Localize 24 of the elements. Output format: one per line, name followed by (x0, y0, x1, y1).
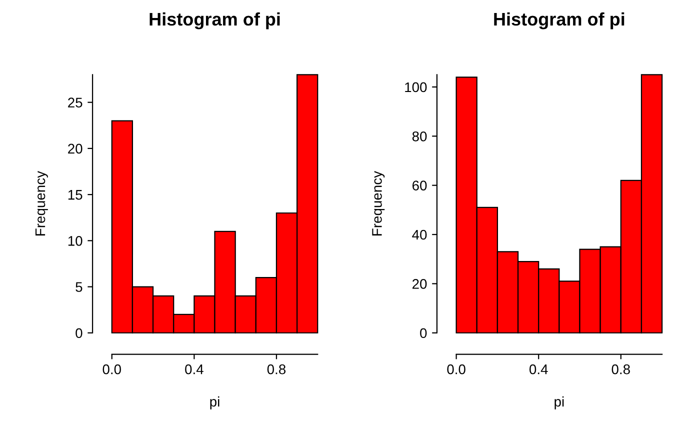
x-axis-title: pi (210, 396, 220, 410)
y-tick-label: 40 (412, 230, 427, 240)
y-tick-label: 25 (68, 98, 82, 108)
y-axis-title: Frequency (35, 170, 48, 236)
y-tick-label: 15 (68, 190, 82, 200)
x-tick-label: 0.8 (612, 364, 630, 374)
y-tick-label: 100 (405, 82, 427, 92)
x-tick-label: 0.0 (447, 364, 466, 374)
x-tick-label: 0.4 (185, 364, 204, 374)
y-tick-label: 20 (412, 279, 427, 289)
y-tick-label: 5 (76, 282, 82, 292)
x-axis-title: pi (554, 396, 564, 410)
y-tick-label: 0 (76, 328, 82, 338)
x-tick-label: 0.4 (529, 364, 548, 374)
y-axis-title: Frequency (372, 170, 385, 236)
x-tick-label: 0.8 (267, 364, 286, 374)
y-tick-label: 60 (412, 180, 427, 190)
y-tick-label: 80 (412, 131, 427, 142)
y-tick-label: 0 (420, 328, 427, 338)
chart-title: Histogram of pi (494, 12, 624, 30)
y-tick-label: 10 (68, 236, 82, 246)
chart-title: Histogram of pi (150, 12, 280, 30)
y-tick-label: 20 (68, 144, 82, 154)
x-tick-label: 0.0 (102, 364, 121, 374)
